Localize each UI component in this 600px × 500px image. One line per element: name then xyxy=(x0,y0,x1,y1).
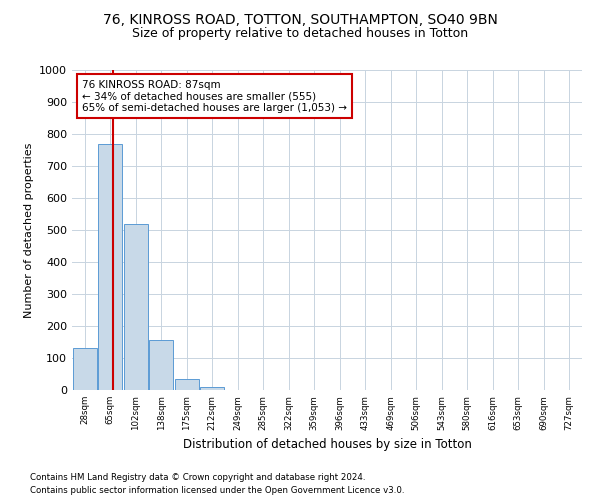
Y-axis label: Number of detached properties: Number of detached properties xyxy=(23,142,34,318)
X-axis label: Distribution of detached houses by size in Totton: Distribution of detached houses by size … xyxy=(182,438,472,451)
Text: 76 KINROSS ROAD: 87sqm
← 34% of detached houses are smaller (555)
65% of semi-de: 76 KINROSS ROAD: 87sqm ← 34% of detached… xyxy=(82,80,347,113)
Text: Contains HM Land Registry data © Crown copyright and database right 2024.: Contains HM Land Registry data © Crown c… xyxy=(30,474,365,482)
Bar xyxy=(175,379,199,390)
Text: 76, KINROSS ROAD, TOTTON, SOUTHAMPTON, SO40 9BN: 76, KINROSS ROAD, TOTTON, SOUTHAMPTON, S… xyxy=(103,12,497,26)
Bar xyxy=(124,224,148,390)
Text: Contains public sector information licensed under the Open Government Licence v3: Contains public sector information licen… xyxy=(30,486,404,495)
Bar xyxy=(98,144,122,390)
Bar xyxy=(149,340,173,390)
Text: Size of property relative to detached houses in Totton: Size of property relative to detached ho… xyxy=(132,28,468,40)
Bar xyxy=(73,348,97,390)
Bar xyxy=(200,387,224,390)
